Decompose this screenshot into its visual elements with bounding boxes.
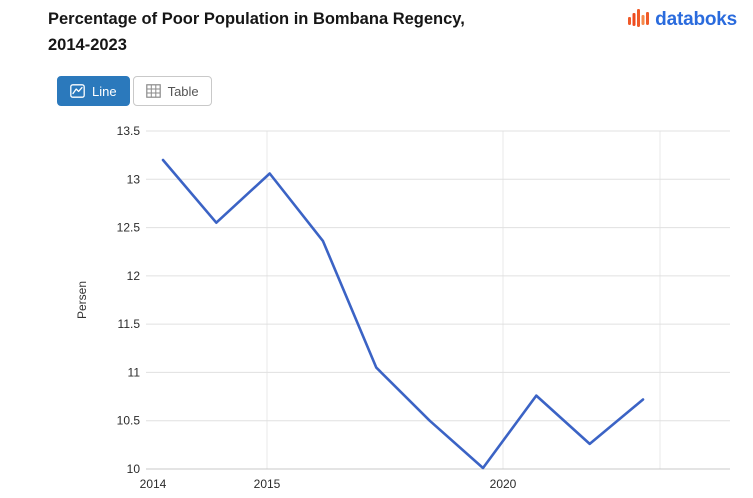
chart-title: Percentage of Poor Population in Bombana… (48, 6, 465, 58)
y-axis-title: Persen (75, 281, 89, 319)
x-tick-label: 2014 (140, 477, 167, 491)
databoks-icon (628, 9, 650, 27)
table-view-button[interactable]: Table (132, 76, 212, 106)
databoks-wordmark: databoks (655, 9, 737, 30)
chart-title-line1: Percentage of Poor Population in Bombana… (48, 10, 465, 28)
table-icon (145, 84, 161, 98)
chart-title-line2: 2014-2023 (48, 36, 127, 54)
line-button-label: Line (92, 83, 117, 99)
databoks-logo[interactable]: databoks (628, 8, 737, 32)
x-tick-label: 2015 (254, 477, 281, 491)
y-tick-label: 13 (127, 172, 141, 186)
y-tick-label: 12 (127, 269, 141, 283)
view-toggle: Line Table (57, 76, 212, 106)
y-tick-label: 10 (127, 462, 141, 476)
header: Percentage of Poor Population in Bombana… (48, 6, 737, 58)
y-tick-label: 11 (128, 365, 141, 379)
y-tick-label: 10.5 (117, 414, 141, 428)
y-tick-label: 12.5 (117, 221, 141, 235)
line-view-button[interactable]: Line (57, 76, 130, 106)
data-line (161, 158, 645, 470)
y-tick-label: 13.5 (117, 124, 141, 138)
x-tick-label: 2020 (490, 477, 517, 491)
table-button-label: Table (167, 83, 199, 99)
line-chart-icon (70, 84, 85, 98)
y-tick-label: 11.5 (118, 317, 141, 331)
